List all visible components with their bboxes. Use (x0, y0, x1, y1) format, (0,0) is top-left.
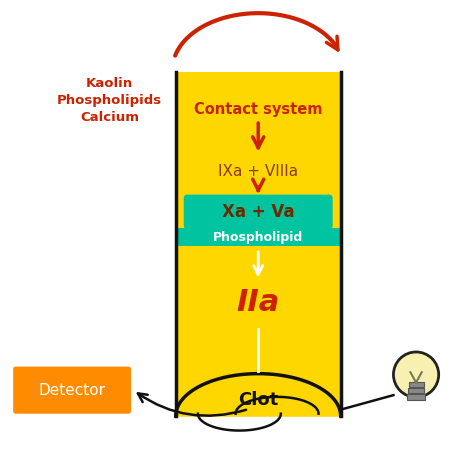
FancyBboxPatch shape (176, 228, 341, 246)
FancyBboxPatch shape (176, 72, 341, 416)
FancyBboxPatch shape (184, 195, 333, 229)
Text: Kaolin
Phospholipids
Calcium: Kaolin Phospholipids Calcium (57, 77, 162, 124)
FancyBboxPatch shape (408, 388, 424, 393)
FancyBboxPatch shape (13, 366, 131, 414)
Text: Detector: Detector (38, 383, 106, 398)
Text: Contact system: Contact system (194, 102, 322, 117)
Circle shape (393, 352, 438, 397)
Text: IXa + VIIIa: IXa + VIIIa (218, 164, 298, 179)
Text: Phospholipid: Phospholipid (213, 230, 303, 244)
Text: Clot: Clot (238, 391, 278, 409)
Polygon shape (176, 374, 341, 416)
FancyBboxPatch shape (407, 394, 425, 400)
FancyBboxPatch shape (409, 382, 424, 387)
Text: Xa + Va: Xa + Va (222, 203, 294, 221)
Text: IIa: IIa (237, 289, 280, 318)
